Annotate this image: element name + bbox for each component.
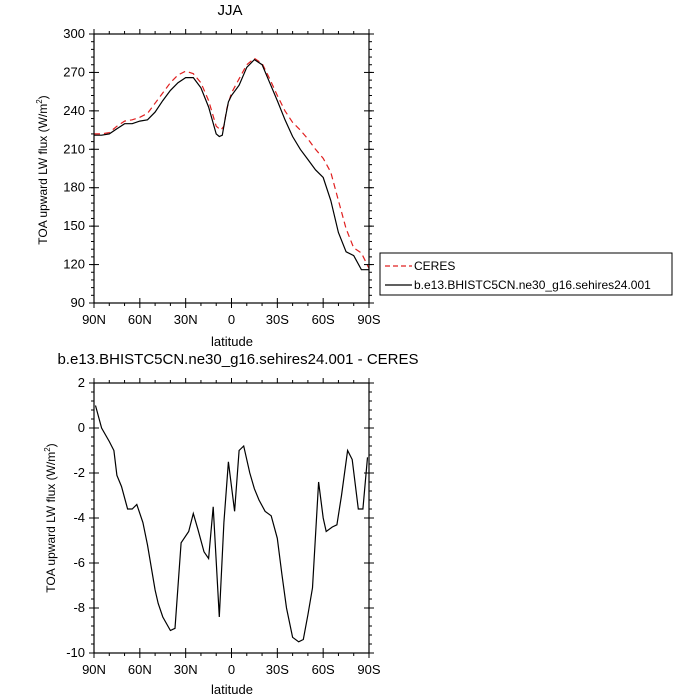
flux-x-tick-label: 90N (82, 312, 106, 327)
flux-x-tick-label: 30S (266, 312, 289, 327)
legend-box (379, 252, 673, 296)
flux-x-axis: 90N 60N 30N 0 30S 60S 90S (82, 29, 381, 327)
difference-x-tick-label: 60S (312, 662, 335, 677)
flux-panel: JJA 90N 60N 30N 0 30S 60S 90S 90 120 150 180 210 24… (35, 2, 673, 349)
flux-series-line-1 (94, 58, 369, 271)
difference-y-tick-label: 0 (78, 420, 85, 435)
flux-plot-area (94, 57, 370, 271)
legend-label-model: b.e13.BHISTC5CN.ne30_g16.sehires24.001 (414, 278, 651, 292)
difference-x-tick-label: 0 (228, 662, 235, 677)
flux-x-tick-label: 30N (174, 312, 198, 327)
difference-chart-title: b.e13.BHISTC5CN.ne30_g16.sehires24.001 -… (57, 351, 418, 368)
flux-y-tick-label: 210 (63, 141, 85, 156)
legend-label-ceres: CERES (414, 259, 455, 273)
flux-x-tick-label: 60S (312, 312, 335, 327)
flux-y-tick-label: 120 (63, 257, 85, 272)
difference-y-axis-label: TOA upward LW flux (W/m2) (43, 443, 58, 592)
flux-y-tick-label: 180 (63, 180, 85, 195)
difference-x-tick-label: 90S (357, 662, 380, 677)
difference-y-tick-label: -4 (73, 510, 85, 525)
difference-y-tick-label: -6 (73, 555, 85, 570)
legend: CERES b.e13.BHISTC5CN.ne30_g16.sehires24… (379, 252, 673, 296)
difference-plot-frame (93, 382, 370, 654)
flux-y-tick-label: 270 (63, 64, 85, 79)
difference-panel: b.e13.BHISTC5CN.ne30_g16.sehires24.001 -… (43, 351, 419, 697)
difference-series-line-0 (94, 405, 369, 643)
flux-x-tick-label: 0 (228, 312, 235, 327)
difference-plot-area (94, 405, 369, 643)
difference-y-tick-label: -2 (73, 465, 85, 480)
flux-plot-frame (93, 33, 370, 304)
flux-y-tick-label: 150 (63, 218, 85, 233)
difference-x-axis: 90N 60N 30N 0 30S 60S 90S (82, 378, 381, 677)
flux-y-tick-label: 300 (63, 26, 85, 41)
difference-x-tick-label: 90N (82, 662, 106, 677)
difference-x-tick-label: 30S (266, 662, 289, 677)
flux-series-line-0 (94, 57, 370, 269)
difference-x-tick-label: 60N (128, 662, 152, 677)
flux-y-axis: 90 120 150 180 210 240 270 300 (63, 26, 374, 310)
flux-y-tick-label: 90 (71, 295, 85, 310)
flux-y-axis-label: TOA upward LW flux (W/m2) (35, 95, 50, 244)
difference-y-axis: -10 -8 -6 -4 -2 0 2 (66, 375, 374, 660)
difference-y-tick-label: -10 (66, 645, 85, 660)
flux-x-tick-label: 60N (128, 312, 152, 327)
flux-x-tick-label: 90S (357, 312, 380, 327)
difference-x-tick-label: 30N (174, 662, 198, 677)
difference-x-axis-label: latitude (211, 682, 253, 697)
difference-y-tick-label: -8 (73, 600, 85, 615)
flux-x-axis-label: latitude (211, 334, 253, 349)
flux-y-tick-label: 240 (63, 103, 85, 118)
flux-chart-title: JJA (217, 2, 242, 19)
difference-y-tick-label: 2 (78, 375, 85, 390)
